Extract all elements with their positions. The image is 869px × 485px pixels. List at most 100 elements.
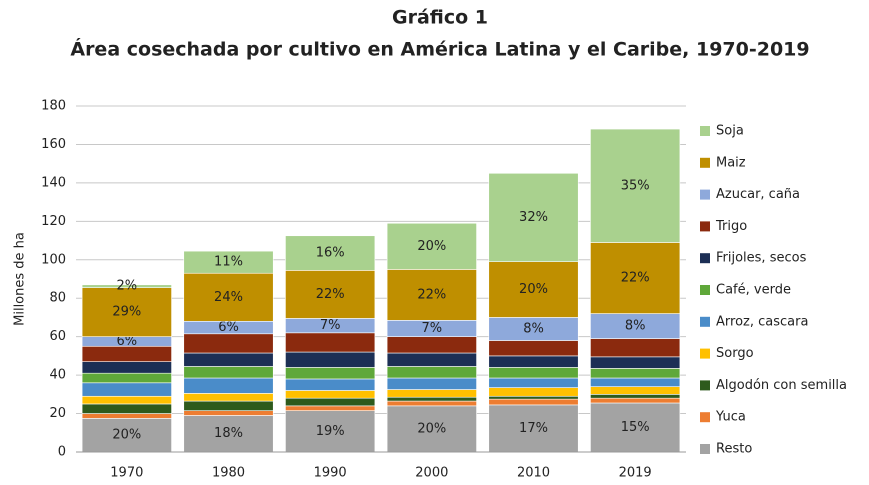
legend-swatch xyxy=(700,253,710,264)
percent-label: 20% xyxy=(417,421,446,436)
chart-title: Gráfico 1 xyxy=(392,7,488,29)
bar-segment xyxy=(590,128,681,243)
bar-segment xyxy=(386,405,477,453)
percent-label: 22% xyxy=(621,271,650,286)
y-axis-label: Millones de ha xyxy=(13,232,28,326)
legend-swatch xyxy=(700,221,710,232)
bar-segment xyxy=(488,387,579,397)
bar-segment xyxy=(81,382,172,397)
bar-segment xyxy=(488,355,579,368)
bar-segment xyxy=(386,336,477,354)
x-tick-label: 1970 xyxy=(110,466,143,481)
y-tick-label: 40 xyxy=(49,368,66,383)
x-tick-label: 2019 xyxy=(619,466,652,481)
y-tick-label: 160 xyxy=(41,137,66,152)
bar-segment xyxy=(183,400,274,411)
legend-swatch xyxy=(700,348,710,359)
percent-label: 16% xyxy=(316,246,345,261)
bar-segment xyxy=(590,356,681,369)
legend-label: Frijoles, secos xyxy=(716,251,807,266)
percent-label: 32% xyxy=(519,210,548,225)
bar-segment xyxy=(81,372,172,384)
legend-swatch xyxy=(700,157,710,168)
chart-subtitle: Área cosechada por cultivo en América La… xyxy=(70,38,809,61)
bar-segment xyxy=(386,366,477,379)
x-tick-label: 1980 xyxy=(212,466,245,481)
bar-segment xyxy=(386,377,477,390)
bar-segment xyxy=(285,270,376,319)
legend-label: Resto xyxy=(716,442,752,457)
bar-segment xyxy=(183,377,274,394)
bar-segment xyxy=(590,386,681,395)
legend-label: Sorgo xyxy=(716,346,754,361)
bar-segment xyxy=(590,377,681,387)
percent-label: 8% xyxy=(625,319,646,334)
bar-segment xyxy=(386,400,477,407)
percent-label: 29% xyxy=(112,305,141,320)
bar-segment xyxy=(386,396,477,402)
percent-label: 24% xyxy=(214,290,243,305)
bar-segment xyxy=(488,404,579,453)
legend-label: Algodón con semilla xyxy=(716,378,847,393)
x-tick-label: 2000 xyxy=(415,466,448,481)
bar-segment xyxy=(488,340,579,357)
bar-segment xyxy=(183,366,274,379)
y-tick-label: 0 xyxy=(58,445,66,460)
bar-segment xyxy=(285,378,376,391)
bar-segment xyxy=(183,410,274,416)
bar-segment xyxy=(386,269,477,321)
legend-swatch xyxy=(700,285,710,295)
percent-label: 17% xyxy=(519,421,548,436)
legend-swatch xyxy=(700,380,710,391)
bar-segment xyxy=(590,397,681,404)
percent-label: 15% xyxy=(621,420,650,435)
bar-segment xyxy=(285,351,376,368)
x-tick-label: 2010 xyxy=(517,466,550,481)
bar-segment xyxy=(590,242,681,314)
y-tick-label: 140 xyxy=(41,175,66,190)
legend-swatch xyxy=(700,412,710,423)
percent-label: 7% xyxy=(422,321,443,336)
bar-segment xyxy=(590,338,681,358)
bar-segment xyxy=(386,389,477,398)
legend-swatch xyxy=(700,444,710,454)
y-tick-label: 100 xyxy=(41,252,66,267)
bar-segment xyxy=(488,395,579,400)
bar-segment xyxy=(285,390,376,399)
percent-label: 35% xyxy=(621,178,650,193)
percent-label: 20% xyxy=(417,239,446,254)
bar-segment xyxy=(488,398,579,406)
legend-label: Café, verde xyxy=(716,283,791,298)
bar-segment xyxy=(590,368,681,379)
bar-segment xyxy=(81,361,172,374)
percent-label: 7% xyxy=(320,318,341,333)
percent-label: 20% xyxy=(519,282,548,297)
legend-label: Arroz, cascara xyxy=(716,314,808,329)
bar-segment xyxy=(590,394,681,399)
percent-label: 19% xyxy=(316,424,345,439)
bar-segment xyxy=(183,352,274,367)
legend-swatch xyxy=(700,189,710,200)
bar-segment xyxy=(183,393,274,402)
bar-segment xyxy=(488,377,579,388)
bar-segment xyxy=(488,367,579,379)
bar-segment xyxy=(285,405,376,411)
x-tick-label: 1990 xyxy=(314,466,347,481)
bar-segment xyxy=(285,332,376,353)
percent-label: 6% xyxy=(117,334,138,349)
percent-label: 11% xyxy=(214,255,243,270)
bar-segment xyxy=(590,402,681,453)
bar-segment xyxy=(285,397,376,407)
percent-label: 20% xyxy=(112,428,141,443)
percent-label: 8% xyxy=(523,321,544,336)
bar-segment xyxy=(285,410,376,453)
legend-label: Azucar, caña xyxy=(716,187,800,202)
bar-segment xyxy=(488,172,579,262)
y-tick-label: 120 xyxy=(41,214,66,229)
bar-segment xyxy=(81,284,172,288)
bar-segment xyxy=(386,222,477,270)
legend-swatch xyxy=(700,316,710,327)
legend-label: Trigo xyxy=(715,219,747,234)
legend-label: Maiz xyxy=(716,155,746,170)
